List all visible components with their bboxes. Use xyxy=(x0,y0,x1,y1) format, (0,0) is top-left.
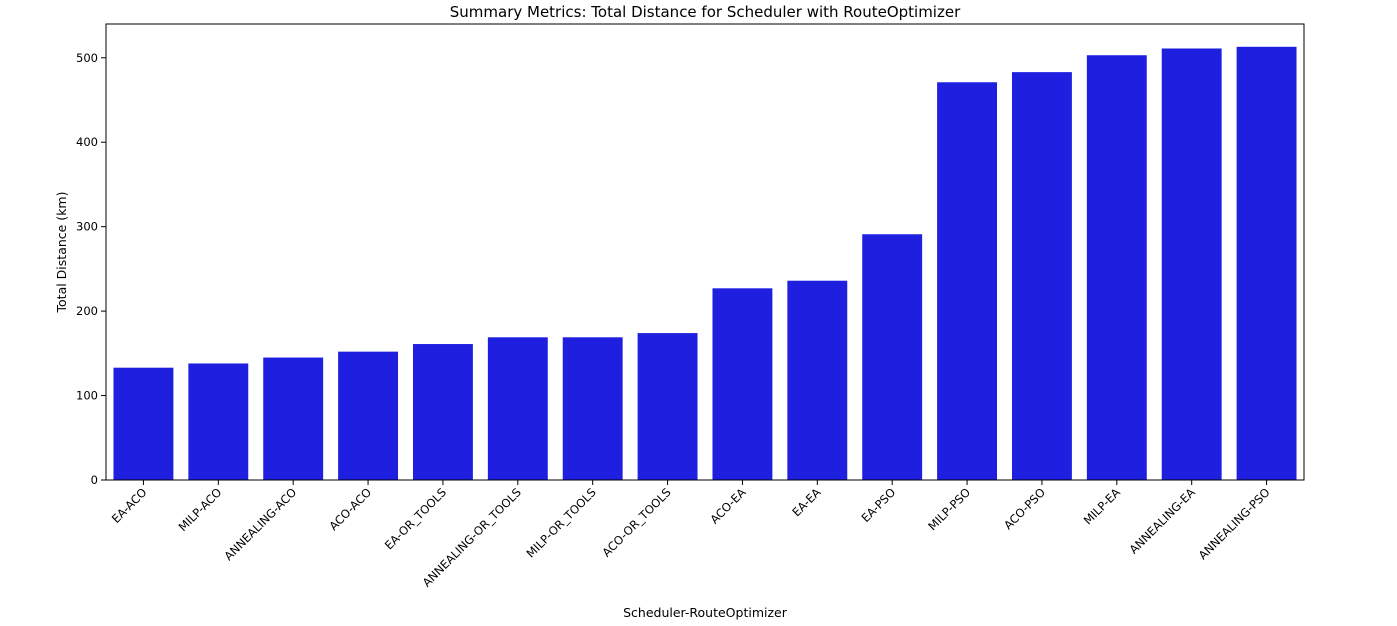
x-tick-label: ACO-OR_TOOLS xyxy=(599,485,673,559)
y-tick-label: 0 xyxy=(91,473,98,487)
x-tick-label: EA-OR_TOOLS xyxy=(382,485,449,552)
x-tick-label: EA-EA xyxy=(789,485,823,519)
x-tick-label: ANNEALING-EA xyxy=(1127,485,1198,556)
bar-annealing-ea xyxy=(1161,48,1222,480)
bar-ea-or-tools xyxy=(412,344,473,480)
y-tick-label: 300 xyxy=(76,220,98,234)
y-axis-ticks: 0 100 200 300 400 500 xyxy=(76,51,106,487)
bar-milp-aco xyxy=(188,363,249,480)
bar-aco-aco xyxy=(338,351,399,480)
x-axis-label: Scheduler-RouteOptimizer xyxy=(623,605,788,620)
bar-aco-ea xyxy=(712,288,773,480)
plot-area-frame xyxy=(105,23,1305,481)
bar-milp-or-tools xyxy=(562,337,623,480)
bar-annealing-pso xyxy=(1236,46,1297,481)
bar-ea-aco xyxy=(113,367,174,480)
x-tick-label: EA-PSO xyxy=(858,485,898,525)
x-tick-label: MILP-OR_TOOLS xyxy=(524,485,599,560)
y-axis-label: Total Distance (km) xyxy=(54,192,69,314)
y-tick-label: 100 xyxy=(76,389,98,403)
bar-annealing-or-tools xyxy=(487,337,548,480)
bar-milp-ea xyxy=(1086,55,1147,480)
x-tick-label: MILP-EA xyxy=(1081,485,1123,527)
y-tick-label: 200 xyxy=(76,304,98,318)
bar-ea-ea xyxy=(787,280,848,480)
x-tick-label: ANNEALING-ACO xyxy=(221,485,299,563)
bar-ea-pso xyxy=(862,234,923,480)
chart-title: Summary Metrics: Total Distance for Sche… xyxy=(450,3,961,21)
y-tick-label: 500 xyxy=(76,51,98,65)
y-tick-label: 400 xyxy=(76,135,98,149)
x-tick-label: ACO-PSO xyxy=(1001,485,1048,532)
bars-group xyxy=(113,46,1297,481)
x-tick-label: ACO-EA xyxy=(707,485,748,526)
x-tick-label: EA-ACO xyxy=(109,485,150,526)
bar-aco-pso xyxy=(1011,72,1072,480)
x-tick-label: ACO-ACO xyxy=(326,485,374,533)
x-tick-label: MILP-ACO xyxy=(176,485,225,534)
bar-annealing-aco xyxy=(263,357,324,480)
bar-aco-or-tools xyxy=(637,333,698,480)
x-tick-label: MILP-PSO xyxy=(925,485,973,533)
bar-milp-pso xyxy=(937,82,998,481)
x-tick-label: ANNEALING-PSO xyxy=(1196,485,1273,562)
